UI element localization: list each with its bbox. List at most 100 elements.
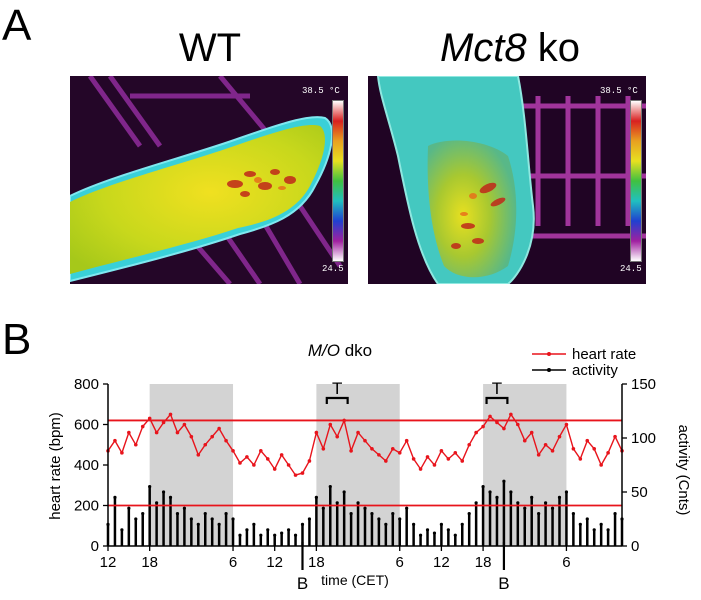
legend-heart-rate-label: heart rate	[572, 346, 636, 363]
y2-tick-label: 50	[631, 484, 648, 501]
ko-scale-max: 38.5 °C	[600, 86, 638, 96]
activity-point	[571, 512, 575, 516]
heart-rate-point	[154, 430, 159, 435]
heart-rate-point	[613, 434, 617, 439]
b-marker-label: B	[297, 574, 308, 593]
activity-point	[127, 506, 131, 510]
activity-point	[439, 522, 444, 526]
heart-rate-point	[502, 426, 506, 431]
legend-heart-rate-marker	[547, 352, 551, 356]
activity-point	[259, 533, 263, 537]
heart-rate-point	[529, 430, 534, 435]
heart-rate-point	[238, 461, 242, 465]
x-tick-label: 12	[266, 554, 283, 571]
heart-rate-point	[224, 438, 228, 443]
chart-title: M/O dko	[308, 341, 372, 360]
activity-point	[432, 531, 437, 535]
heart-rate-point	[377, 453, 381, 457]
b-marker-label: B	[498, 574, 509, 593]
activity-point	[516, 501, 520, 505]
heart-rate-point	[390, 447, 395, 451]
y-axis-title: heart rate (bpm)	[47, 412, 64, 520]
activity-point	[231, 517, 235, 521]
ko-thermal-drawing	[368, 76, 646, 284]
heart-rate-point	[460, 459, 465, 463]
activity-point	[328, 485, 332, 489]
activity-point	[245, 528, 249, 532]
heart-rate-point	[453, 451, 458, 455]
activity-point	[474, 501, 478, 505]
heart-rate-point	[286, 463, 291, 467]
ko-title-suffix: ko	[526, 26, 581, 70]
activity-point	[398, 517, 402, 521]
heart-rate-point	[585, 438, 590, 443]
activity-point	[238, 533, 242, 537]
activity-point	[412, 522, 416, 526]
heart-rate-point	[411, 457, 416, 461]
y-tick-label: 0	[91, 538, 99, 555]
legend-activity-label: activity	[572, 362, 618, 379]
x-tick-label: 12	[100, 554, 117, 571]
activity-point	[377, 517, 381, 521]
heart-rate-point	[307, 459, 312, 463]
heart-rate-point	[571, 447, 576, 451]
activity-point	[550, 506, 555, 510]
activity-point	[175, 512, 180, 516]
activity-point	[141, 512, 145, 516]
activity-point	[120, 528, 124, 532]
activity-point	[509, 490, 513, 494]
wt-title: WT	[178, 26, 242, 70]
heart-rate-point	[488, 414, 492, 419]
panel-a-letter: A	[2, 1, 32, 50]
activity-point	[224, 512, 228, 516]
heart-rate-point	[599, 463, 603, 467]
heart-rate-point	[439, 449, 444, 453]
heart-rate-point	[404, 438, 409, 443]
activity-point	[537, 512, 541, 516]
activity-point	[488, 490, 492, 494]
activity-point	[182, 506, 187, 510]
wt-scale-min: 24.5	[322, 264, 344, 274]
heart-rate-point	[384, 459, 388, 463]
x-tick-label: 6	[562, 554, 570, 571]
heart-rate-point	[522, 438, 527, 443]
heart-rate-point	[293, 473, 298, 477]
heart-rate-point	[592, 447, 597, 451]
activity-point	[613, 512, 617, 516]
activity-point	[599, 522, 603, 526]
chart-title-rest: dko	[340, 341, 372, 360]
activity-point	[564, 490, 569, 494]
x-tick-label: 6	[229, 554, 237, 571]
heart-rate-point	[481, 424, 485, 429]
t-bracket-0	[325, 396, 349, 404]
heart-rate-point	[474, 430, 478, 435]
chart-title-italic: M/O	[308, 341, 340, 360]
heart-rate-point	[446, 457, 451, 461]
t-bracket-label: T	[332, 379, 342, 398]
heart-rate-point	[335, 434, 340, 439]
heart-rate-point	[113, 438, 117, 443]
activity-point	[342, 490, 346, 494]
x-tick-label: 18	[475, 554, 492, 571]
ko-title: Mct8 ko	[360, 28, 660, 68]
activity-point	[543, 501, 548, 505]
activity-point	[481, 485, 485, 489]
heart-rate-point	[397, 451, 402, 455]
activity-point	[217, 522, 221, 526]
y2-tick-label: 100	[631, 430, 656, 447]
activity-point	[280, 531, 284, 535]
ko-scale-min: 24.5	[620, 264, 642, 274]
heart-rate-point	[272, 467, 277, 471]
heart-rate-point	[231, 449, 235, 453]
panel-b-letter: B	[2, 315, 32, 364]
activity-point	[210, 517, 214, 521]
heart-rate-point	[321, 447, 326, 451]
y2-tick-label: 0	[631, 538, 639, 555]
activity-point	[356, 501, 360, 505]
heart-rate-point	[509, 412, 513, 417]
y2-axis-title: activity (Cnts)	[675, 425, 692, 516]
wt-thermal-drawing	[70, 76, 348, 284]
y-tick-label: 800	[74, 376, 99, 393]
activity-point	[321, 506, 325, 510]
heart-rate-point	[168, 412, 173, 417]
